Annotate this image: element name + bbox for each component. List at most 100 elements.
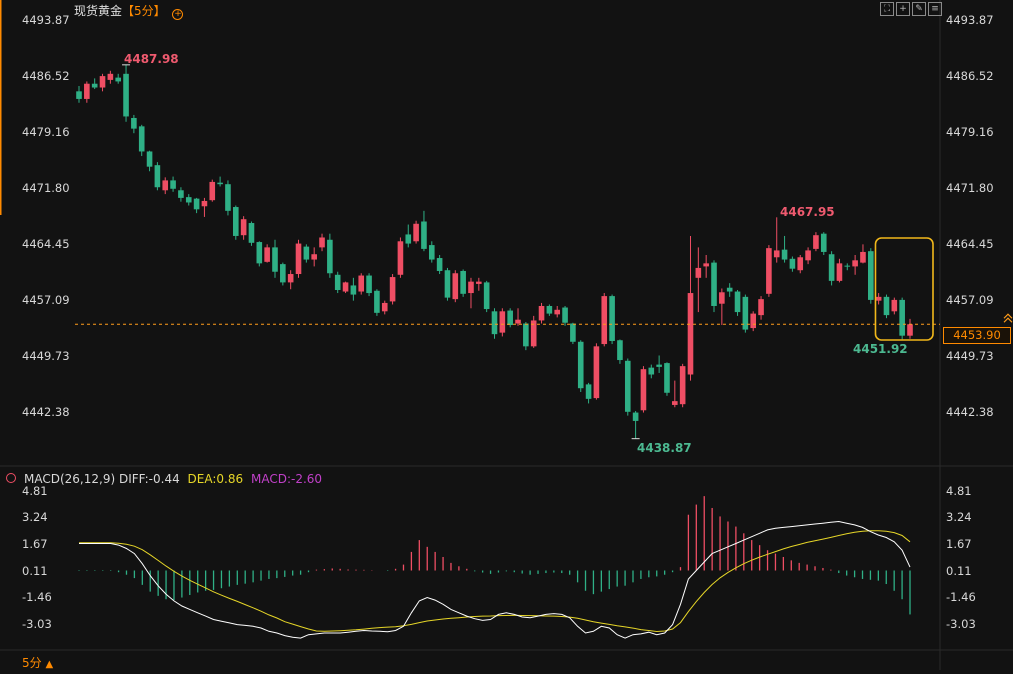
candle-body bbox=[538, 305, 545, 321]
macd-title: MACD(26,12,9) bbox=[24, 472, 116, 486]
candle-body bbox=[515, 319, 521, 324]
candle-body bbox=[280, 264, 286, 283]
period-label[interactable]: 【5分】 bbox=[122, 4, 166, 18]
macd-macd-value: MACD:-2.60 bbox=[250, 472, 323, 486]
candle-body bbox=[193, 198, 200, 210]
menu-icon[interactable]: ≡ bbox=[928, 2, 942, 16]
macd-header: MACD(26,12,9) DIFF:-0.44 DEA:0.86 MACD:-… bbox=[6, 472, 322, 486]
candle-body bbox=[311, 254, 317, 260]
candle-body bbox=[813, 235, 819, 249]
candle-body bbox=[648, 367, 655, 375]
fullscreen-icon[interactable]: ⛶ bbox=[880, 2, 894, 16]
right-price-tick: 4471.80 bbox=[946, 181, 994, 195]
candle-body bbox=[719, 292, 725, 304]
candle-body bbox=[319, 237, 325, 248]
candle-body bbox=[366, 275, 372, 294]
candle-body bbox=[131, 117, 137, 129]
candle-body bbox=[178, 190, 184, 198]
right-macd-tick: -3.03 bbox=[946, 617, 976, 631]
candle-body bbox=[123, 73, 129, 117]
candle-body bbox=[342, 282, 349, 292]
crosshair-icon[interactable]: + bbox=[896, 2, 910, 16]
left-macd-tick: -3.03 bbox=[22, 617, 52, 631]
right-macd-tick: 0.11 bbox=[946, 564, 972, 578]
candle-body bbox=[860, 251, 866, 263]
price-line-arrows bbox=[1003, 313, 1013, 323]
candle-body bbox=[209, 181, 216, 201]
candle-body bbox=[820, 233, 827, 252]
right-price-tick: 4449.73 bbox=[946, 349, 994, 363]
footer-period-label: 5分 bbox=[22, 656, 42, 670]
candle-body bbox=[295, 243, 302, 275]
candle-body bbox=[570, 323, 576, 342]
left-price-tick: 4471.80 bbox=[22, 181, 70, 195]
candle-body bbox=[154, 165, 161, 188]
left-price-tick: 4457.09 bbox=[22, 293, 70, 307]
candle-body bbox=[750, 313, 757, 329]
recent-high-label: 4467.95 bbox=[780, 205, 835, 219]
candle-body bbox=[483, 282, 490, 310]
candle-body bbox=[554, 309, 561, 315]
right-macd-tick: 3.24 bbox=[946, 510, 972, 524]
symbol-name: 现货黄金 bbox=[74, 4, 123, 18]
candle-body bbox=[303, 246, 310, 260]
candle-body bbox=[891, 299, 898, 312]
candle-body bbox=[350, 285, 357, 295]
candle-body bbox=[656, 364, 662, 367]
settings-dot-icon[interactable] bbox=[6, 473, 16, 483]
left-price-tick: 4479.16 bbox=[22, 125, 70, 139]
candle-body bbox=[742, 296, 749, 330]
triangle-up-icon: ▲ bbox=[45, 659, 54, 670]
macd-dea-value: DEA:0.86 bbox=[187, 472, 244, 486]
candle-body bbox=[844, 265, 851, 267]
candle-body bbox=[397, 241, 404, 275]
candle-body bbox=[781, 249, 788, 260]
macd-dea-line bbox=[79, 530, 911, 633]
candle-body bbox=[225, 184, 231, 211]
candle-body bbox=[828, 254, 835, 281]
candle-body bbox=[679, 366, 686, 405]
candle-body bbox=[530, 320, 537, 347]
footer-period[interactable]: 5分 ▲ bbox=[22, 654, 53, 671]
candle-body bbox=[76, 91, 82, 99]
candle-body bbox=[162, 180, 169, 191]
candle-body bbox=[672, 401, 678, 405]
candle-body bbox=[170, 180, 176, 189]
left-price-tick: 4464.45 bbox=[22, 237, 70, 251]
right-price-tick: 4486.52 bbox=[946, 69, 994, 83]
candle-body bbox=[766, 248, 772, 294]
candle-body bbox=[248, 223, 255, 243]
candle-body bbox=[381, 302, 388, 312]
left-price-tick: 4493.87 bbox=[22, 13, 70, 27]
candle-body bbox=[240, 219, 247, 236]
candle-body bbox=[436, 258, 443, 271]
candle-body bbox=[507, 310, 513, 326]
candle-body bbox=[523, 323, 529, 347]
candle-body bbox=[405, 234, 412, 244]
candle-body bbox=[789, 258, 796, 269]
drawing-icon[interactable]: ✎ bbox=[912, 2, 926, 16]
left-price-tick: 4486.52 bbox=[22, 69, 70, 83]
right-price-tick: 4442.38 bbox=[946, 405, 994, 419]
right-price-tick: 4493.87 bbox=[946, 13, 994, 27]
right-price-tick: 4479.16 bbox=[946, 125, 994, 139]
candle-body bbox=[460, 270, 466, 294]
candle-body bbox=[452, 273, 459, 300]
left-price-tick: 4442.38 bbox=[22, 405, 70, 419]
candle-body bbox=[107, 73, 114, 80]
candle-body bbox=[899, 299, 905, 336]
candle-body bbox=[91, 83, 98, 88]
left-macd-tick: 4.81 bbox=[22, 484, 48, 498]
candle-body bbox=[421, 221, 427, 249]
candle-body bbox=[476, 281, 482, 284]
candle-body bbox=[664, 363, 670, 393]
right-macd-tick: 1.67 bbox=[946, 537, 972, 551]
candle-body bbox=[327, 239, 333, 274]
circle-plus-icon[interactable]: + bbox=[172, 9, 184, 20]
right-price-tick: 4457.09 bbox=[946, 293, 994, 307]
candle-body bbox=[201, 200, 208, 207]
candle-body bbox=[577, 341, 584, 389]
candle-body bbox=[272, 247, 278, 272]
